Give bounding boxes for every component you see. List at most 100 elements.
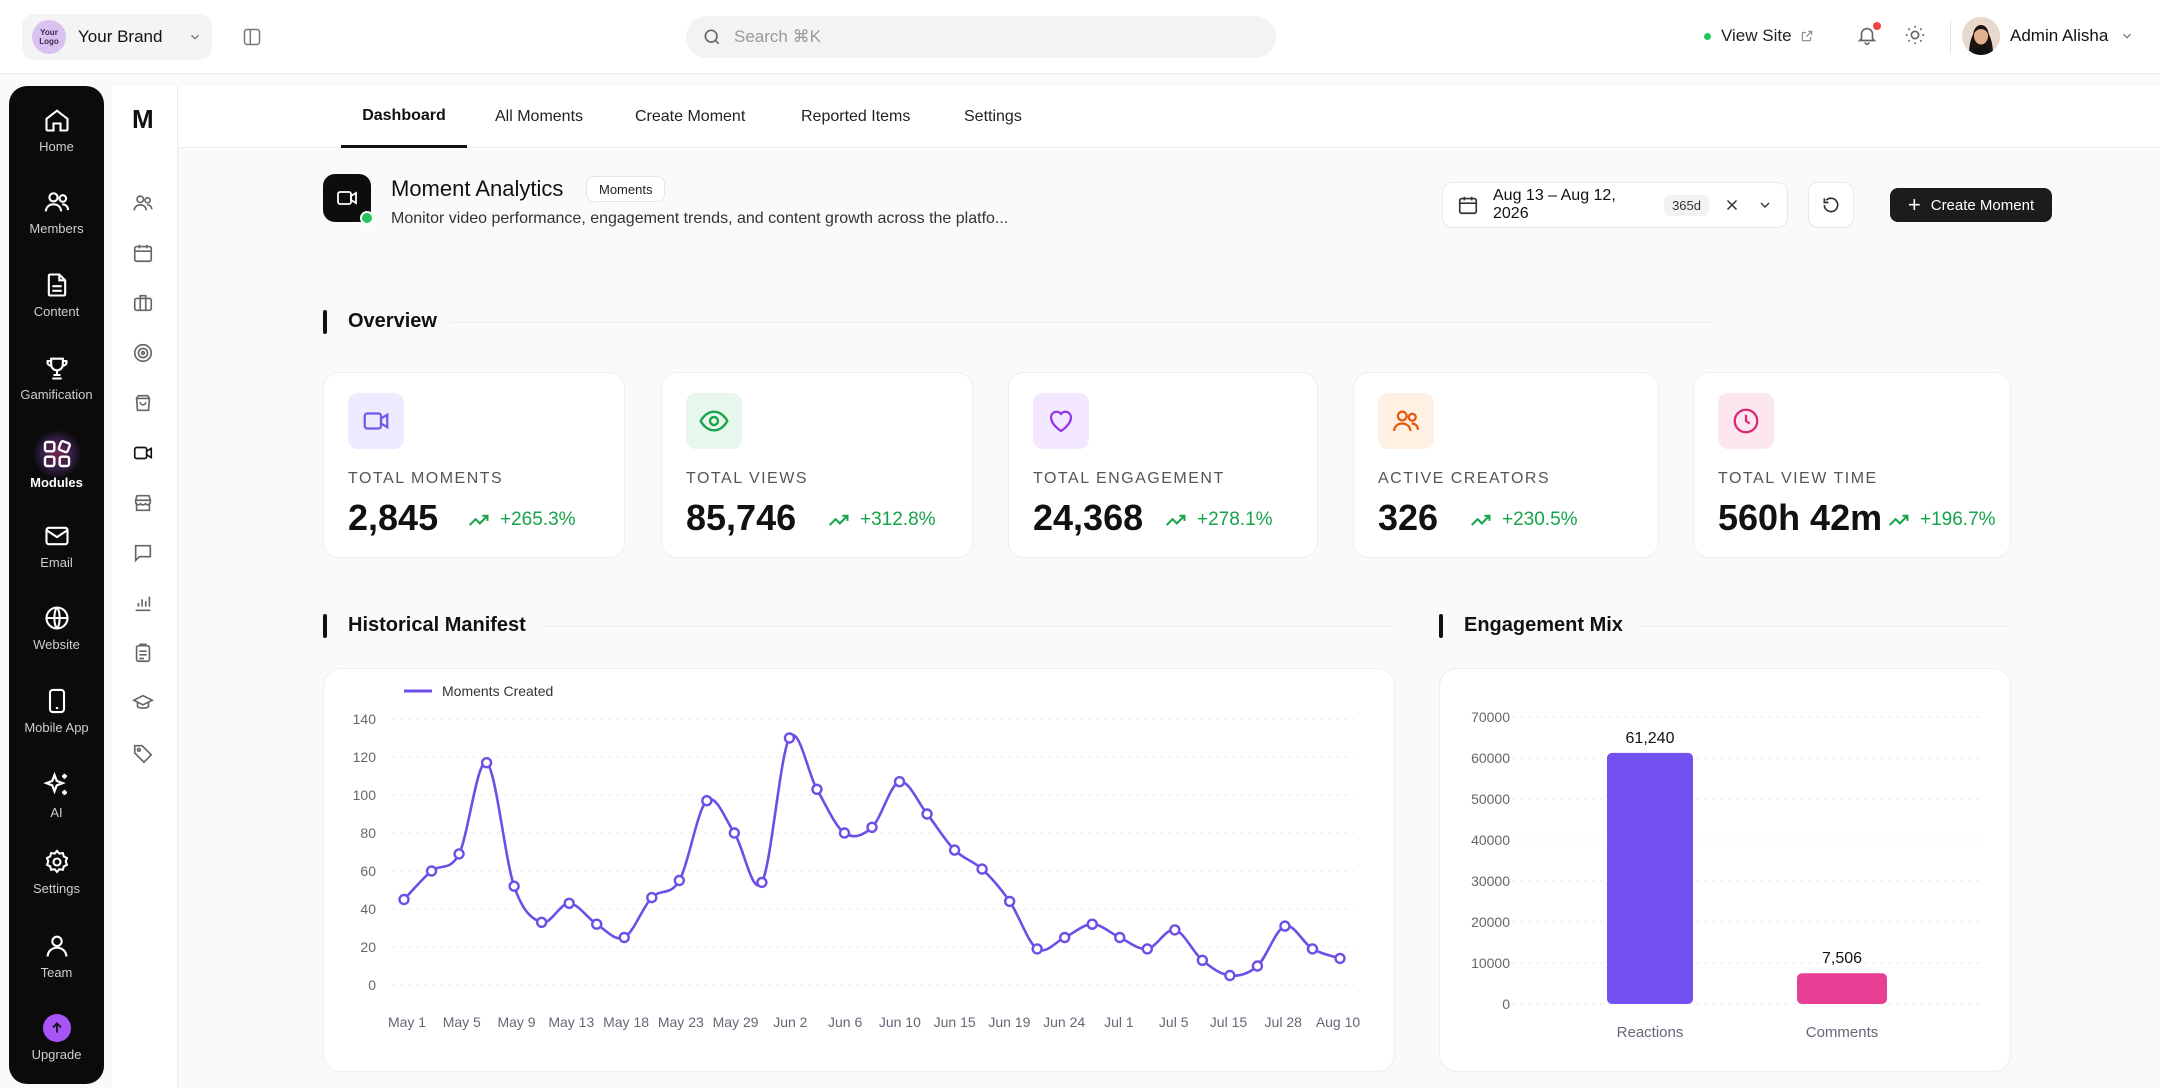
nav-item-team[interactable]: Team — [9, 932, 104, 980]
divider — [545, 626, 1395, 627]
nav-label: Modules — [30, 475, 83, 490]
data-point — [591, 918, 603, 930]
external-link-icon — [1800, 29, 1814, 43]
nav-item-members[interactable]: Members — [9, 188, 104, 236]
series-line — [403, 733, 1341, 978]
heart-icon — [1033, 393, 1089, 449]
theme-toggle-button[interactable] — [1904, 24, 1926, 46]
nav-item-upgrade[interactable]: Upgrade — [9, 1014, 104, 1062]
chevron-down-icon — [2120, 29, 2134, 43]
nav-item-website[interactable]: Website — [9, 604, 104, 652]
tab-reported-items[interactable]: Reported Items — [801, 108, 911, 125]
data-point — [783, 732, 796, 744]
nav-item-content[interactable]: Content — [9, 271, 104, 319]
search-input[interactable] — [734, 27, 1234, 47]
nav-item-home[interactable]: Home — [9, 106, 104, 154]
target-icon[interactable] — [132, 342, 154, 364]
bar-value-label: 7,506 — [1822, 950, 1862, 967]
tag-icon[interactable] — [132, 742, 154, 764]
data-point — [1114, 931, 1126, 944]
calendar-icon[interactable] — [132, 242, 154, 264]
stat-value: 326 — [1378, 497, 1439, 538]
data-point — [1196, 954, 1209, 966]
users-icon[interactable] — [132, 192, 154, 214]
x-tick-label: May 9 — [497, 1014, 535, 1030]
moments-icon — [323, 174, 374, 225]
chevron-down-icon — [188, 30, 202, 44]
search-icon — [702, 27, 722, 47]
refresh-button[interactable] — [1808, 182, 1854, 228]
nav-item-mobile-app[interactable]: Mobile App — [9, 687, 104, 735]
create-moment-button[interactable]: + Create Moment — [1890, 188, 2052, 222]
nav-item-ai[interactable]: AI — [9, 770, 104, 820]
stat-value: 560h 42m — [1718, 497, 1883, 538]
y-tick-label: 100 — [353, 787, 377, 803]
store-icon[interactable] — [132, 492, 154, 514]
x-tick-label: May 1 — [388, 1014, 426, 1030]
y-tick-label: 50000 — [1471, 791, 1510, 807]
y-tick-label: 10000 — [1471, 955, 1510, 971]
user-menu[interactable]: Admin Alisha — [1962, 17, 2134, 55]
chevron-down-icon[interactable] — [1757, 197, 1773, 213]
graduation-cap-icon[interactable] — [132, 692, 154, 714]
y-tick-label: 30000 — [1471, 873, 1510, 889]
search-bar[interactable] — [686, 16, 1276, 58]
x-tick-label: Reactions — [1617, 1024, 1684, 1041]
y-tick-label: 60 — [360, 863, 376, 879]
date-range-picker[interactable]: Aug 13 – Aug 12, 2026 365d — [1442, 182, 1788, 228]
brand-switcher[interactable]: Your Logo Your Brand — [22, 14, 212, 60]
nav-item-settings[interactable]: Settings — [9, 848, 104, 896]
view-site-label: View Site — [1721, 26, 1792, 45]
data-point — [1251, 960, 1264, 972]
nav-label: Email — [40, 555, 73, 570]
bar-value-label: 61,240 — [1626, 730, 1675, 747]
data-point — [948, 844, 961, 856]
data-point — [398, 893, 410, 906]
tab-create-moment[interactable]: Create Moment — [635, 108, 746, 125]
nav-item-modules[interactable]: Modules — [9, 430, 104, 490]
sparkles-icon — [42, 770, 72, 800]
tab-dashboard[interactable]: Dashboard — [341, 86, 467, 148]
video-icon — [348, 393, 404, 449]
view-site-link[interactable]: View Site — [1704, 26, 1814, 46]
shopping-bag-icon[interactable] — [132, 392, 154, 414]
clock-icon — [1718, 393, 1774, 449]
y-tick-label: 40000 — [1471, 832, 1510, 848]
stat-value: 24,368 — [1033, 497, 1144, 538]
video-icon[interactable] — [132, 442, 154, 464]
nav-item-gamification[interactable]: Gamification — [9, 354, 104, 402]
x-tick-label: Jun 15 — [934, 1014, 976, 1030]
nav-label: Upgrade — [31, 1047, 82, 1062]
tab-settings[interactable]: Settings — [964, 108, 1022, 125]
y-tick-label: 70000 — [1471, 709, 1510, 725]
data-point — [673, 874, 685, 887]
mail-icon — [43, 522, 71, 550]
clipboard-icon[interactable] — [132, 642, 154, 664]
chat-icon[interactable] — [132, 542, 154, 564]
notifications-button[interactable] — [1856, 22, 1881, 46]
y-tick-label: 20000 — [1471, 914, 1510, 930]
y-tick-label: 0 — [368, 977, 376, 993]
briefcase-icon[interactable] — [132, 292, 154, 314]
data-point — [1003, 895, 1016, 908]
x-tick-label: Jul 28 — [1265, 1014, 1303, 1030]
stat-card-active-creators: ACTIVE CREATORS 326 +230.5% — [1353, 372, 1659, 558]
tab-all-moments[interactable]: All Moments — [495, 108, 584, 125]
refresh-icon — [1821, 195, 1841, 215]
close-icon[interactable] — [1723, 196, 1741, 214]
nav-label: Mobile App — [24, 720, 89, 735]
data-point — [1141, 943, 1153, 955]
nav-label: Home — [39, 139, 74, 154]
x-tick-label: May 23 — [658, 1014, 704, 1030]
data-point — [1224, 969, 1236, 982]
overview-title: Overview — [348, 310, 437, 332]
user-name: Admin Alisha — [2010, 26, 2109, 45]
page-subtitle: Monitor video performance, engagement tr… — [391, 210, 1009, 227]
data-point — [508, 880, 520, 892]
sidebar-toggle-icon[interactable] — [242, 27, 262, 47]
y-tick-label: 80 — [360, 825, 376, 841]
nav-item-email[interactable]: Email — [9, 522, 104, 570]
bar-chart-icon[interactable] — [132, 592, 154, 614]
data-point — [535, 916, 548, 929]
line-chart-card: 0 20 40 60 80 100 120 140 Moments Created May 1 Ma… — [323, 668, 1395, 1072]
